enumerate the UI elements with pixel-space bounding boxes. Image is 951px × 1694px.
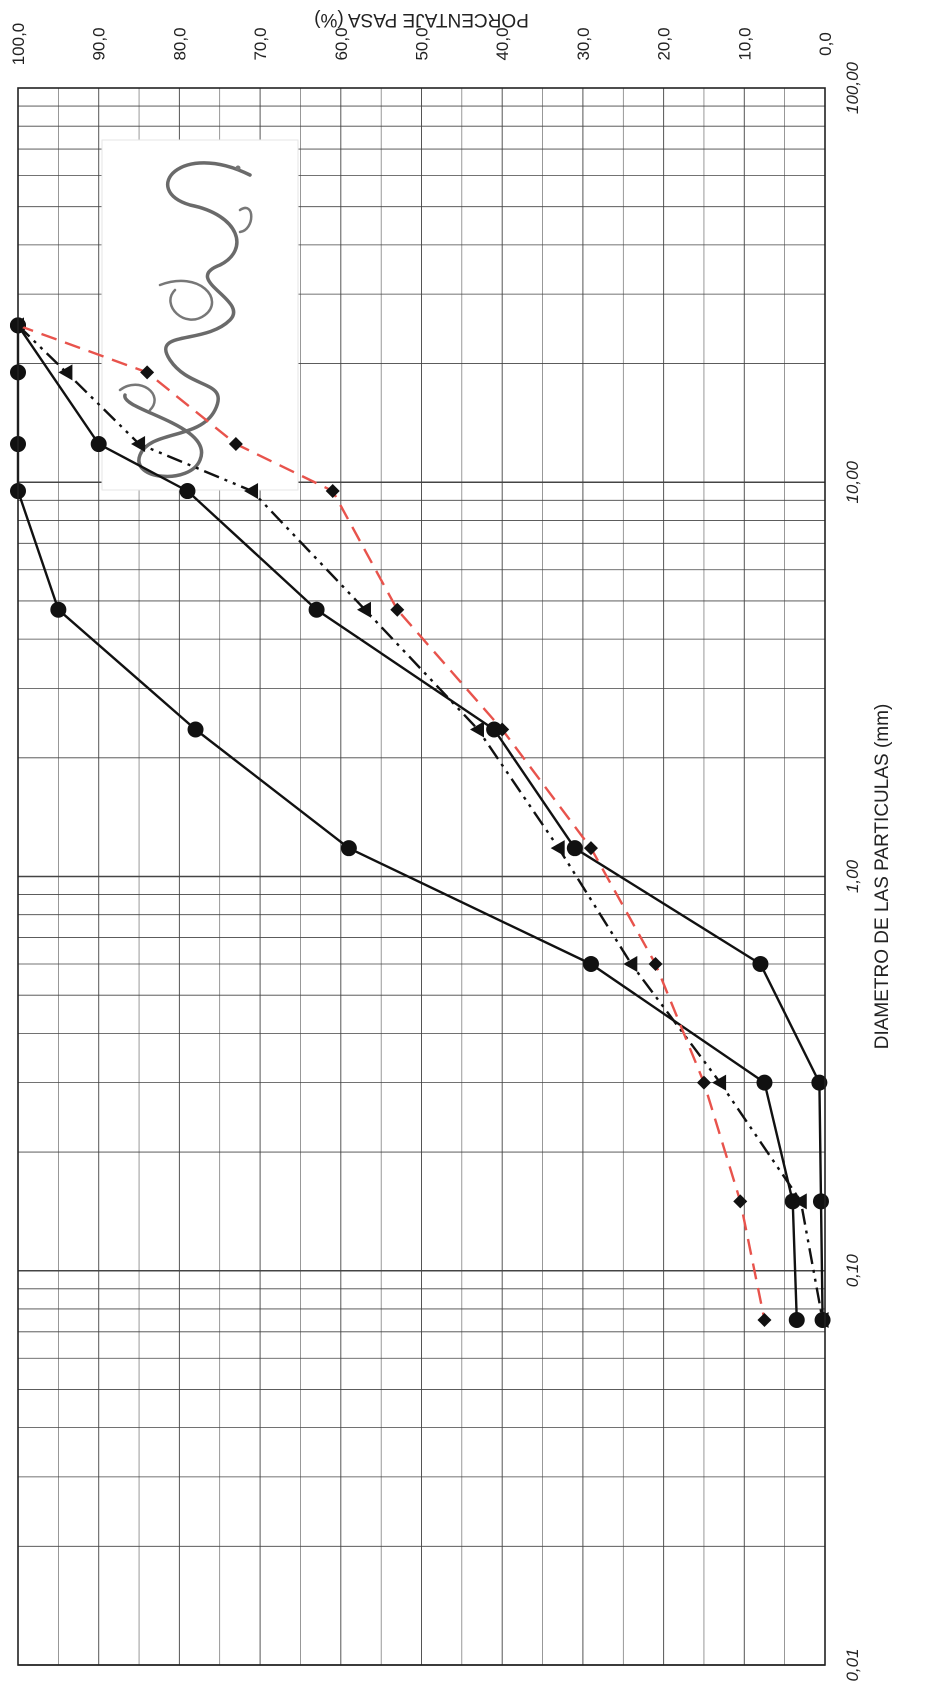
series-3-line: [17, 324, 824, 1321]
plot-frame: [17, 87, 826, 1666]
series-2-point-11: [788, 1312, 805, 1329]
series-1-point-7: [752, 955, 769, 972]
series-3-point-8: [623, 955, 638, 972]
signature-stroke-loops: [118, 206, 253, 412]
series-4: [11, 318, 772, 1328]
series-3-point-9: [712, 1074, 727, 1091]
y-axis-title: PORCENTAJE PASA (%): [314, 9, 529, 30]
series-2-point-10: [784, 1193, 801, 1210]
percent-tick-label: 50,0: [413, 27, 432, 60]
percent-tick-label: 20,0: [655, 27, 674, 60]
series-2-point-9: [756, 1074, 773, 1091]
percent-tick-labels: 100,0 90,0 80,0 70,0 60,0 50,0 40,0 30,0 20,0 10,…: [9, 23, 835, 66]
series-4-point-7: [583, 841, 598, 856]
series-2-point-8: [582, 955, 599, 972]
series-1-line: [17, 324, 824, 1321]
percent-tick-label: 70,0: [251, 27, 270, 60]
series-4-point-3: [228, 437, 243, 452]
series-3-point-10: [792, 1193, 807, 1210]
series-4-point-8: [648, 956, 663, 971]
series-3-point-3: [131, 436, 146, 453]
percent-tick-label: 30,0: [574, 27, 593, 60]
x-axis-title: DIAMETRO DE LAS PARTICULAS (mm): [872, 704, 893, 1050]
signature-box: [101, 139, 299, 491]
series-2-point-5: [50, 601, 67, 618]
series-1-point-6: [566, 840, 583, 857]
percent-tick-label: 100,0: [9, 23, 28, 66]
series-3-point-4: [244, 483, 259, 500]
diameter-tick-labels: 100,00 10,00 1,00 0,10 0,01: [843, 61, 862, 1681]
series-4-point-10: [733, 1194, 748, 1209]
series-4-point-11: [757, 1313, 772, 1328]
series-3-point-2: [58, 364, 73, 381]
diameter-tick-label: 0,10: [843, 1254, 862, 1288]
percent-tick-label: 60,0: [332, 27, 351, 60]
signature-dot: [235, 165, 241, 171]
series-2-point-7: [340, 840, 357, 857]
series-3-point-7: [550, 840, 565, 857]
signature-stroke-main: [123, 161, 252, 479]
percent-tick-label: 10,0: [735, 27, 754, 60]
series-3-point-6: [469, 721, 484, 738]
percent-tick-label: 90,0: [90, 27, 109, 60]
diameter-tick-label: 10,00: [843, 460, 862, 503]
series-1-point-4: [308, 601, 325, 618]
series-4-point-6: [495, 722, 510, 737]
series-1-point-2: [90, 436, 107, 453]
percent-tick-label: 80,0: [170, 27, 189, 60]
series-4-point-4: [325, 484, 340, 499]
series-3-point-5: [357, 601, 372, 618]
series-4-point-2: [140, 365, 155, 380]
diameter-tick-label: 1,00: [843, 859, 862, 893]
series-2-point-6: [187, 721, 204, 738]
diameter-tick-label: 0,01: [843, 1648, 862, 1681]
series-4-point-9: [696, 1075, 711, 1090]
series-1-point-8: [811, 1074, 828, 1091]
percent-tick-label: 0,0: [816, 32, 835, 56]
signature: [101, 139, 299, 491]
series-4-point-5: [390, 602, 405, 617]
diameter-tick-label: 100,00: [843, 61, 862, 114]
series-1-point-3: [179, 483, 196, 500]
series-1-point-5: [486, 721, 503, 738]
series-1-point-9: [812, 1193, 829, 1210]
percent-tick-label: 40,0: [493, 27, 512, 60]
